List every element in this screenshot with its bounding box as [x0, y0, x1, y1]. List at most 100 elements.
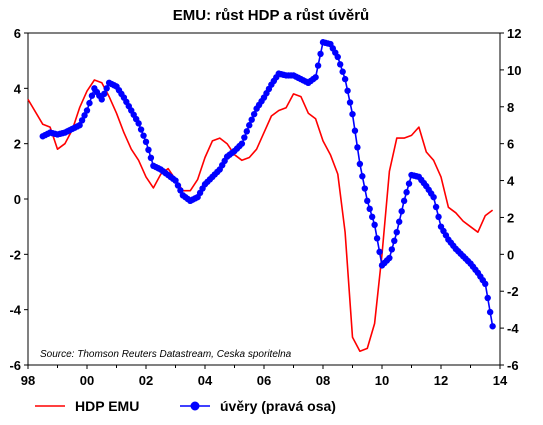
x-tick-label: 98	[21, 373, 35, 388]
series-point-credit	[76, 122, 83, 129]
series-point-credit	[398, 208, 405, 215]
series-point-credit	[177, 187, 184, 194]
series-point-credit	[430, 193, 437, 201]
y-right-axis: 12 10 8 6 4 2 0 -2 -4 -6	[500, 26, 521, 373]
series-layer	[27, 39, 496, 353]
series-point-credit	[489, 323, 496, 330]
x-tick-label: 00	[80, 373, 94, 388]
series-point-credit	[435, 213, 442, 221]
series-point-credit	[246, 122, 253, 129]
legend-label-credit: úvěry (pravá osa)	[220, 398, 336, 414]
series-point-credit	[373, 235, 381, 242]
y-left-tick-label: 6	[14, 26, 21, 41]
x-tick-label: 08	[316, 373, 330, 388]
legend-marker-credit	[190, 401, 200, 411]
plot-frame	[27, 32, 501, 366]
series-point-credit	[356, 160, 364, 168]
x-tick-label: 10	[375, 373, 389, 388]
series-point-credit	[359, 173, 366, 180]
x-axis: 98 00 02 04 06 08 10 12 14	[21, 365, 508, 388]
series-point-credit	[339, 68, 346, 75]
series-point-credit	[366, 205, 373, 213]
y-left-tick-label: 0	[14, 192, 21, 207]
series-point-credit	[137, 126, 145, 133]
series-point-credit	[88, 92, 96, 99]
series-point-credit	[346, 99, 354, 106]
series-point-credit	[349, 110, 356, 118]
x-tick-label: 02	[139, 373, 153, 388]
series-point-credit	[101, 90, 108, 98]
series-point-credit	[238, 140, 246, 147]
legend: HDP EMU úvěry (pravá osa)	[35, 398, 336, 414]
series-point-credit	[403, 189, 410, 196]
series-point-credit	[145, 146, 152, 154]
series-point-credit	[368, 213, 376, 221]
y-left-tick-label: -2	[9, 247, 21, 262]
series-point-credit	[388, 246, 396, 253]
source-note: Source: Thomson Reuters Datastream, Cesk…	[40, 349, 292, 360]
x-tick-label: 06	[257, 373, 271, 388]
series-point-credit	[361, 185, 368, 192]
series-point-credit	[78, 117, 86, 124]
series-point-credit	[172, 177, 179, 184]
series-point-credit	[376, 248, 383, 256]
series-point-credit	[484, 294, 491, 302]
series-point-credit	[337, 61, 344, 68]
x-tick-label: 04	[198, 373, 213, 388]
series-point-credit	[314, 62, 322, 69]
series-point-credit	[317, 50, 324, 58]
y-right-tick-label: 4	[507, 174, 515, 189]
x-tick-label: 12	[434, 373, 448, 388]
series-point-credit	[344, 87, 351, 94]
legend-label-gdp: HDP EMU	[75, 398, 139, 414]
series-point-credit	[396, 218, 403, 225]
y-right-tick-label: -2	[507, 284, 519, 299]
y-right-tick-label: -6	[507, 358, 519, 373]
series-point-credit	[354, 144, 361, 151]
x-tick-label: 14	[493, 373, 508, 388]
y-right-tick-label: -4	[507, 321, 519, 336]
series-point-credit	[243, 128, 250, 135]
series-line-gdp	[27, 79, 494, 353]
series-point-credit	[83, 107, 91, 114]
y-right-tick-label: 0	[507, 247, 514, 262]
y-right-tick-label: 8	[507, 100, 514, 115]
series-point-credit	[351, 127, 359, 134]
series-point-credit	[241, 134, 248, 141]
series-point-credit	[334, 53, 341, 61]
series-point-credit	[103, 85, 110, 92]
series-point-credit	[250, 110, 258, 118]
y-left-tick-label: -6	[9, 358, 21, 373]
y-left-tick-label: 4	[14, 81, 22, 96]
series-point-credit	[405, 180, 413, 187]
series-point-credit	[341, 75, 349, 83]
series-point-credit	[147, 154, 155, 162]
series-point-credit	[486, 308, 494, 316]
series-point-credit	[140, 132, 147, 139]
series-point-credit	[98, 96, 105, 103]
series-point-credit	[81, 112, 88, 119]
series-point-credit	[364, 197, 371, 205]
series-point-credit	[86, 99, 93, 107]
series-point-credit	[174, 182, 182, 189]
series-point-credit	[432, 203, 440, 211]
y-right-tick-label: 10	[507, 63, 521, 78]
series-point-credit	[391, 237, 398, 245]
series-point-credit	[393, 229, 400, 236]
y-left-tick-label: -4	[9, 303, 21, 318]
series-point-credit	[400, 197, 408, 205]
series-point-credit	[312, 74, 319, 81]
y-left-axis: 6 4 2 0 -2 -4 -6	[9, 26, 28, 373]
chart-title: EMU: růst HDP a růst úvěrů	[173, 7, 369, 24]
series-point-credit	[142, 138, 150, 146]
series-point-credit	[371, 221, 378, 229]
y-right-tick-label: 2	[507, 210, 514, 225]
series-point-credit	[386, 254, 393, 262]
y-right-tick-label: 12	[507, 26, 521, 41]
series-point-credit	[482, 280, 489, 288]
y-right-tick-label: 6	[507, 137, 514, 152]
series-point-credit	[135, 120, 142, 127]
y-left-tick-label: 2	[14, 137, 21, 152]
